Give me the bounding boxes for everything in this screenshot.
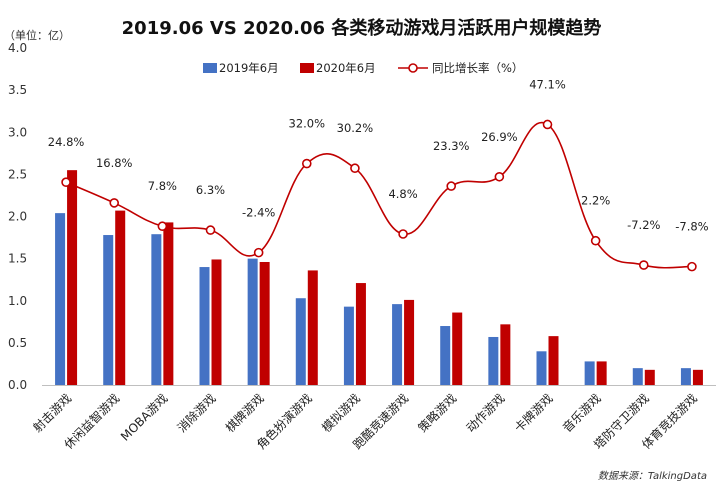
legend-label: 同比增长率（%） [432, 61, 523, 75]
growth-label: 7.8% [148, 179, 177, 193]
growth-label: 24.8% [48, 135, 85, 149]
bar-2019 [680, 368, 691, 385]
x-tick-label: 棋牌游戏 [223, 391, 267, 435]
bar-2020 [500, 324, 511, 385]
growth-label: 16.8% [96, 156, 133, 170]
bar-2020 [67, 170, 78, 385]
bar-2019 [151, 234, 162, 385]
y-tick-label: 2.0 [8, 210, 27, 224]
y-tick-label: 2.5 [8, 167, 27, 181]
y-tick-label: 3.0 [8, 125, 27, 139]
growth-point [542, 119, 553, 130]
y-tick-label: 3.5 [8, 83, 27, 97]
growth-label: 47.1% [529, 77, 566, 91]
bar-2019 [488, 336, 499, 385]
legend-swatch [300, 63, 314, 73]
bar-2019 [392, 304, 403, 385]
y-tick-label: 0.0 [8, 378, 27, 392]
bar-2020 [259, 261, 270, 385]
y-tick-label: 1.5 [8, 252, 27, 266]
legend-marker [408, 63, 418, 73]
chart-title: 2019.06 VS 2020.06 各类移动游戏月活跃用户规模趋势 [121, 18, 602, 39]
y-axis: 0.0 0.5 1.0 1.5 2.0 2.5 3.0 3.5 4.0 [8, 41, 27, 392]
growth-label: 23.3% [433, 139, 470, 153]
legend-label: 2019年6月 [219, 61, 279, 75]
bar-2020 [692, 369, 703, 385]
growth-point [687, 261, 697, 272]
x-tick-label: 射击游戏 [30, 391, 75, 436]
x-tick-label: 消除游戏 [174, 391, 219, 436]
growth-point [301, 158, 312, 169]
growth-label: 6.3% [196, 183, 225, 197]
growth-label: -7.2% [627, 218, 660, 232]
bar-2019 [632, 368, 643, 385]
x-tick-label: MOBA游戏 [118, 391, 171, 444]
bar-2020 [163, 222, 174, 385]
growth-point [205, 225, 216, 235]
growth-point [638, 260, 649, 270]
y-tick-label: 0.5 [8, 336, 27, 350]
growth-label: 2.2% [581, 194, 610, 208]
x-tick-label: 卡牌游戏 [512, 391, 556, 435]
bar-2019 [247, 258, 258, 385]
bar-2020 [452, 312, 463, 385]
bar-2020 [211, 259, 222, 385]
unit-label: （单位：亿） [4, 29, 70, 42]
y-tick-label: 4.0 [8, 41, 27, 55]
growth-point [494, 171, 505, 182]
bar-2020 [115, 210, 126, 385]
bar-2019 [199, 267, 210, 385]
legend-label: 2020年6月 [316, 61, 376, 75]
bar-2020 [307, 270, 318, 385]
bar-2019 [295, 298, 306, 385]
legend: 2019年6月 2020年6月 同比增长率（%） [203, 61, 523, 75]
growth-label: -7.8% [675, 220, 708, 234]
growth-label: 30.2% [337, 121, 374, 135]
bar-2019 [584, 361, 595, 385]
x-tick-label: 模拟游戏 [319, 391, 363, 435]
growth-label: 32.0% [289, 117, 326, 131]
x-tick-label: 策略游戏 [415, 391, 460, 436]
bar-2019 [55, 213, 66, 385]
bar-2019 [440, 326, 451, 385]
bar-2020 [644, 369, 655, 385]
x-tick-label: 音乐游戏 [559, 391, 604, 436]
bar-2019 [343, 306, 354, 385]
growth-label: 4.8% [388, 187, 417, 201]
bar-2020 [548, 336, 559, 385]
growth-point [109, 198, 120, 208]
bar-2020 [404, 299, 415, 385]
growth-line [65, 121, 692, 269]
bar-2020 [596, 361, 607, 385]
growth-point [398, 229, 408, 239]
growth-label: -2.4% [242, 206, 275, 220]
growth-point [253, 247, 264, 258]
bar-2019 [103, 235, 114, 385]
y-tick-label: 1.0 [8, 294, 27, 308]
bar-2020 [355, 283, 366, 385]
bar-2019 [536, 351, 547, 385]
source-note: 数据来源：TalkingData [597, 471, 707, 482]
growth-point [157, 221, 168, 232]
growth-point [590, 235, 601, 246]
growth-point [350, 163, 360, 174]
growth-point [446, 181, 457, 191]
growth-label: 26.9% [481, 130, 518, 144]
bars [55, 170, 703, 385]
growth-point [61, 177, 71, 188]
growth-line-group: 24.8% 16.8% 7.8% 6.3% -2.4% 32.0% 30.2% 4.8% 23.… [48, 77, 709, 272]
x-tick-label: 动作游戏 [464, 391, 508, 435]
legend-swatch [203, 63, 217, 73]
